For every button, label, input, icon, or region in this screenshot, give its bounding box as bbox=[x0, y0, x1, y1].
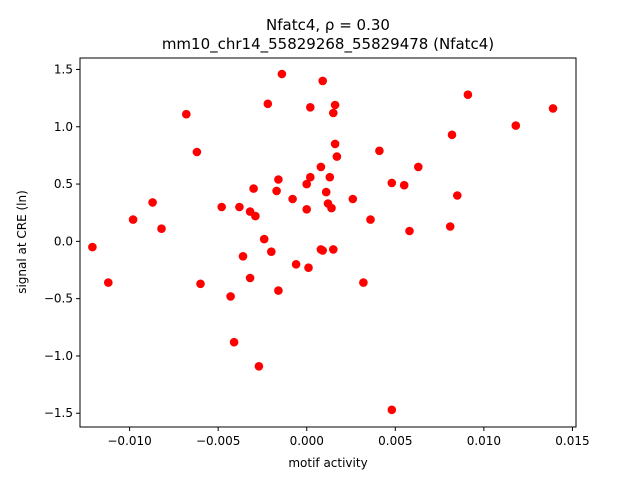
data-point bbox=[274, 175, 283, 184]
data-point bbox=[148, 198, 157, 207]
data-point bbox=[414, 162, 423, 172]
data-point bbox=[229, 337, 239, 347]
y-tick-label: 0.5 bbox=[54, 177, 73, 191]
data-point bbox=[316, 162, 326, 172]
data-point bbox=[88, 242, 97, 252]
data-point bbox=[128, 215, 138, 224]
data-point bbox=[387, 405, 397, 415]
x-tick-label: −0.010 bbox=[107, 434, 151, 448]
plot-area: −0.010 −0.005 0.000 0.005 0.010 0.015 −1.5−1.… bbox=[44, 57, 590, 448]
data-point bbox=[272, 186, 281, 196]
data-point bbox=[196, 279, 205, 289]
data-point bbox=[306, 103, 315, 112]
data-point bbox=[327, 203, 336, 213]
data-point bbox=[453, 191, 462, 200]
y-tick-label: 1.5 bbox=[54, 62, 73, 76]
data-point bbox=[157, 224, 166, 233]
data-point bbox=[348, 194, 358, 204]
data-point bbox=[325, 172, 335, 182]
data-point bbox=[375, 146, 384, 156]
data-point bbox=[249, 184, 258, 193]
data-point bbox=[463, 90, 473, 99]
data-point bbox=[259, 234, 269, 244]
data-point bbox=[330, 100, 340, 110]
x-tick-label: 0.005 bbox=[378, 434, 412, 448]
data-point bbox=[182, 109, 191, 119]
data-point bbox=[318, 76, 328, 86]
y-ticks: −1.5 −1.0 −0.5 0.0 0.5 1.0 1.5 bbox=[44, 62, 80, 420]
data-point bbox=[306, 172, 315, 182]
data-point bbox=[263, 99, 273, 109]
data-point bbox=[359, 278, 368, 287]
data-point bbox=[104, 278, 113, 287]
data-point bbox=[254, 362, 264, 371]
data-point bbox=[226, 292, 235, 301]
data-point bbox=[330, 139, 340, 149]
data-point bbox=[251, 211, 260, 221]
data-point bbox=[304, 263, 313, 273]
data-point bbox=[192, 147, 202, 157]
data-point bbox=[302, 205, 312, 214]
data-point bbox=[511, 121, 521, 130]
data-point bbox=[235, 202, 244, 212]
data-point bbox=[332, 152, 342, 161]
x-tick-label: 0.010 bbox=[467, 434, 501, 448]
data-point bbox=[548, 104, 558, 113]
x-tick-label: 0.000 bbox=[290, 434, 324, 448]
data-point bbox=[245, 273, 255, 283]
y-tick-label: 1.0 bbox=[54, 120, 73, 134]
y-tick-label: 0.0 bbox=[54, 234, 73, 248]
data-point bbox=[217, 202, 226, 212]
y-axis-label: signal at CRE (ln) bbox=[15, 190, 29, 294]
data-point bbox=[277, 69, 287, 79]
data-point bbox=[366, 215, 375, 224]
data-point bbox=[329, 245, 338, 254]
x-ticks: −0.010 −0.005 0.000 0.005 0.010 0.015 bbox=[107, 427, 590, 448]
data-point bbox=[291, 260, 301, 269]
data-point bbox=[399, 180, 409, 190]
data-point bbox=[387, 178, 397, 188]
y-tick-label: −1.5 bbox=[44, 406, 73, 420]
data-point bbox=[318, 246, 328, 255]
data-point bbox=[274, 286, 283, 295]
chart-title-line2: mm10_chr14_55829268_55829478 (Nfatc4) bbox=[162, 35, 494, 54]
x-tick-label: 0.015 bbox=[555, 434, 589, 448]
data-point bbox=[238, 251, 248, 261]
chart-title-line1: Nfatc4, ρ = 0.30 bbox=[266, 16, 390, 34]
data-points bbox=[88, 69, 558, 415]
data-point bbox=[447, 130, 457, 140]
data-point bbox=[288, 194, 297, 204]
y-tick-label: −0.5 bbox=[44, 292, 73, 306]
data-point bbox=[405, 226, 414, 236]
data-point bbox=[267, 247, 276, 256]
data-point bbox=[302, 179, 312, 189]
axes-frame bbox=[79, 57, 577, 428]
y-tick-label: −1.0 bbox=[44, 349, 73, 363]
x-tick-label: −0.005 bbox=[196, 434, 240, 448]
data-point bbox=[445, 222, 455, 231]
data-point bbox=[321, 187, 331, 197]
x-axis-label: motif activity bbox=[288, 456, 367, 470]
data-point bbox=[329, 108, 338, 118]
